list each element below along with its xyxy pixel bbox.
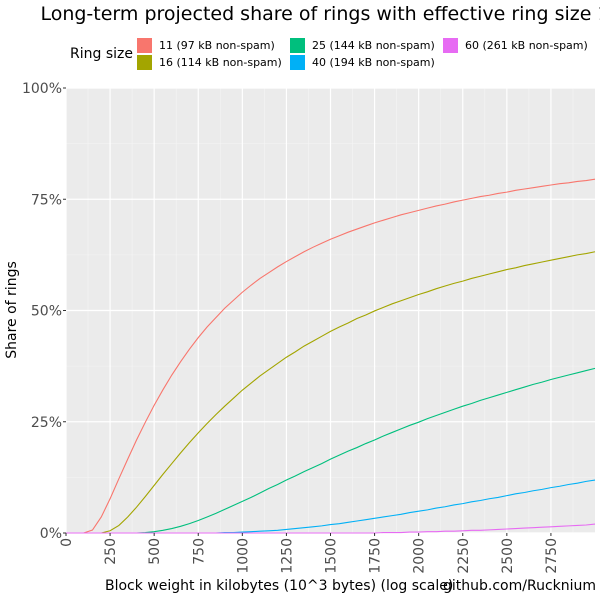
x-tick-label: 2250 — [456, 538, 472, 574]
chart-title: Long-term projected share of rings with … — [40, 3, 600, 25]
y-tick-label: 50% — [31, 304, 62, 320]
legend-key-3 — [290, 38, 305, 53]
legend-label-1: 11 (97 kB non-spam) — [159, 39, 275, 52]
y-axis-ticks: 0% 25% 50% 75% 100% — [22, 81, 66, 542]
x-tick-label: 1500 — [324, 538, 340, 574]
x-tick-label: 1250 — [279, 538, 295, 574]
y-tick-label: 100% — [22, 81, 62, 97]
x-tick-label: 2750 — [544, 538, 560, 574]
legend-label-4: 40 (194 kB non-spam) — [312, 56, 435, 69]
x-tick-label: 750 — [191, 538, 207, 565]
caption: github.com/Rucknium — [443, 578, 596, 594]
legend: Ring size 11 (97 kB non-spam) 16 (114 kB … — [70, 38, 588, 70]
x-tick-label: 0 — [59, 538, 75, 547]
x-tick-label: 250 — [103, 538, 119, 565]
y-tick-label: 75% — [31, 192, 62, 208]
legend-label-3: 25 (144 kB non-spam) — [312, 39, 435, 52]
x-tick-label: 1750 — [368, 538, 384, 574]
series-line-1 — [66, 178, 596, 534]
legend-key-2 — [137, 55, 152, 70]
x-tick-label: 2000 — [412, 538, 428, 574]
x-axis-title: Block weight in kilobytes (10^3 bytes) (… — [105, 578, 453, 594]
x-tick-label: 500 — [147, 538, 163, 565]
y-axis-title: Share of rings — [4, 261, 20, 359]
series-line-3 — [66, 367, 596, 534]
x-tick-label: 2500 — [500, 538, 516, 574]
y-tick-label: 0% — [40, 526, 62, 542]
legend-label-5: 60 (261 kB non-spam) — [465, 39, 588, 52]
legend-label-2: 16 (114 kB non-spam) — [159, 56, 282, 69]
legend-title: Ring size — [70, 46, 133, 62]
x-axis-ticks: 0 250 500 750 1000 1250 1500 1750 2000 2250 2500 27… — [59, 533, 560, 574]
legend-key-1 — [137, 38, 152, 53]
y-tick-label: 25% — [31, 415, 62, 431]
legend-key-5 — [443, 38, 458, 53]
legend-key-4 — [290, 55, 305, 70]
series-line-2 — [66, 251, 596, 534]
grid-major — [65, 87, 595, 534]
x-tick-label: 1000 — [235, 538, 251, 574]
